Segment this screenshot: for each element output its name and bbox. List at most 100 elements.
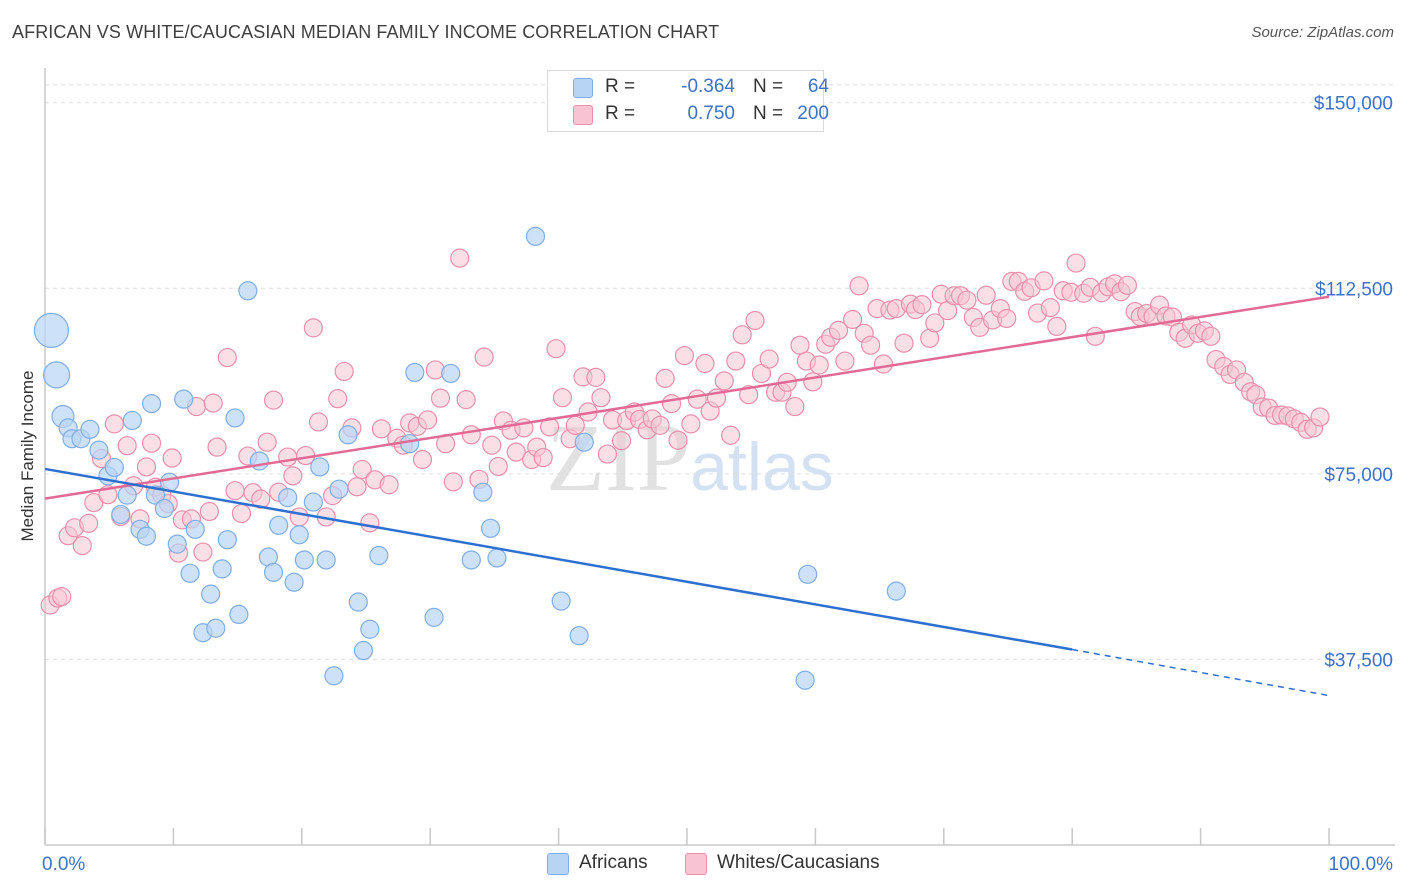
trend-lines: [44, 295, 1330, 697]
africans-point: [569, 626, 589, 646]
whites-point: [565, 415, 585, 435]
whites-point: [278, 447, 298, 467]
whites-point: [430, 388, 451, 408]
whites-swatch: [573, 105, 593, 125]
whites-point: [674, 346, 695, 366]
whites-point: [456, 390, 476, 410]
africans-point: [353, 640, 374, 661]
whites-trend-line: [44, 295, 1330, 500]
whites-point: [72, 536, 92, 556]
africans-point: [145, 485, 166, 505]
whites-point: [1066, 253, 1086, 273]
whites-point: [1040, 298, 1060, 318]
r-value: 0.750: [687, 103, 735, 124]
whites-point: [714, 371, 734, 391]
whites-point: [482, 435, 502, 455]
africans-point: [263, 562, 284, 582]
africans-point: [329, 479, 349, 499]
x-tick-label-min: 0.0%: [42, 854, 85, 875]
africans-point: [104, 457, 124, 478]
africans-point: [89, 440, 109, 460]
africans-swatch: [573, 78, 593, 98]
whites-point: [334, 361, 354, 382]
axes: [44, 68, 1395, 846]
whites-point: [231, 503, 252, 524]
whites-point: [352, 459, 372, 480]
whites-point: [957, 290, 977, 310]
watermark-atlas: atlas: [690, 429, 834, 505]
source-label: Source: ZipAtlas.com: [1251, 24, 1394, 41]
africans-series: [33, 226, 906, 690]
africans-point: [461, 550, 481, 570]
whites-point: [759, 349, 779, 369]
whites-point: [450, 248, 470, 268]
y-tick-label: $75,000: [1324, 465, 1393, 486]
africans-point: [269, 515, 289, 535]
legend-label-whites: Whites/Caucasians: [717, 852, 880, 873]
whites-point: [976, 285, 996, 305]
africans-point: [206, 618, 226, 638]
africans-point: [338, 425, 358, 445]
africans-point: [111, 504, 131, 525]
whites-point: [873, 354, 894, 374]
africans-point: [289, 525, 309, 545]
whites-point: [533, 447, 553, 468]
whites-point: [371, 419, 392, 439]
whites-point: [136, 457, 157, 477]
whites-point: [835, 351, 855, 371]
n-value: 200: [797, 103, 829, 124]
africans-point: [798, 564, 818, 584]
africans-point: [154, 498, 175, 519]
whites-point: [263, 390, 284, 410]
whites-point: [289, 507, 309, 527]
whites-point: [732, 325, 752, 345]
whites-point: [193, 542, 213, 562]
y-tick-label: $150,000: [1314, 94, 1393, 115]
whites-point: [1034, 271, 1054, 291]
africans-point: [405, 362, 425, 383]
gridlines: [45, 84, 1395, 660]
correlation-legend: R = -0.364 N = 64 R = 0.750 N = 200: [547, 70, 829, 132]
whites-point: [785, 396, 805, 417]
africans-trend-line: [44, 467, 1073, 651]
whites-point: [661, 394, 682, 414]
africans-point: [167, 534, 187, 554]
africans-point: [574, 432, 594, 452]
whites-point: [1047, 316, 1067, 337]
africans-point: [525, 226, 546, 246]
whites-point: [203, 393, 223, 413]
africans-point: [117, 485, 137, 505]
africans-point: [284, 572, 304, 592]
whites-point: [849, 276, 869, 296]
whites-swatch: [685, 853, 707, 875]
whites-point: [843, 309, 863, 330]
whites-point: [650, 415, 670, 435]
whites-point: [721, 425, 741, 445]
africans-point: [886, 581, 906, 601]
africans-point: [174, 389, 194, 409]
africans-point: [369, 545, 389, 566]
whites-point: [681, 414, 701, 434]
africans-point: [229, 604, 249, 625]
whites-point: [1310, 407, 1330, 427]
whites-point: [695, 353, 715, 374]
whites-point: [552, 388, 573, 408]
whites-point: [925, 313, 945, 333]
africans-point: [80, 419, 100, 439]
whites-point: [894, 333, 914, 353]
whites-point: [207, 437, 227, 457]
whites-point: [1117, 275, 1138, 295]
r-label: R =: [605, 103, 636, 124]
africans-point: [42, 361, 71, 389]
whites-point: [586, 367, 606, 387]
whites-point: [488, 456, 508, 477]
whites-point: [257, 432, 277, 452]
africans-point: [480, 518, 501, 538]
whites-point: [418, 410, 438, 430]
whites-point: [283, 466, 303, 486]
africans-point: [225, 408, 245, 428]
n-label: N =: [753, 76, 784, 97]
whites-point: [540, 417, 560, 437]
whites-point: [668, 430, 688, 450]
whites-point: [162, 448, 182, 468]
